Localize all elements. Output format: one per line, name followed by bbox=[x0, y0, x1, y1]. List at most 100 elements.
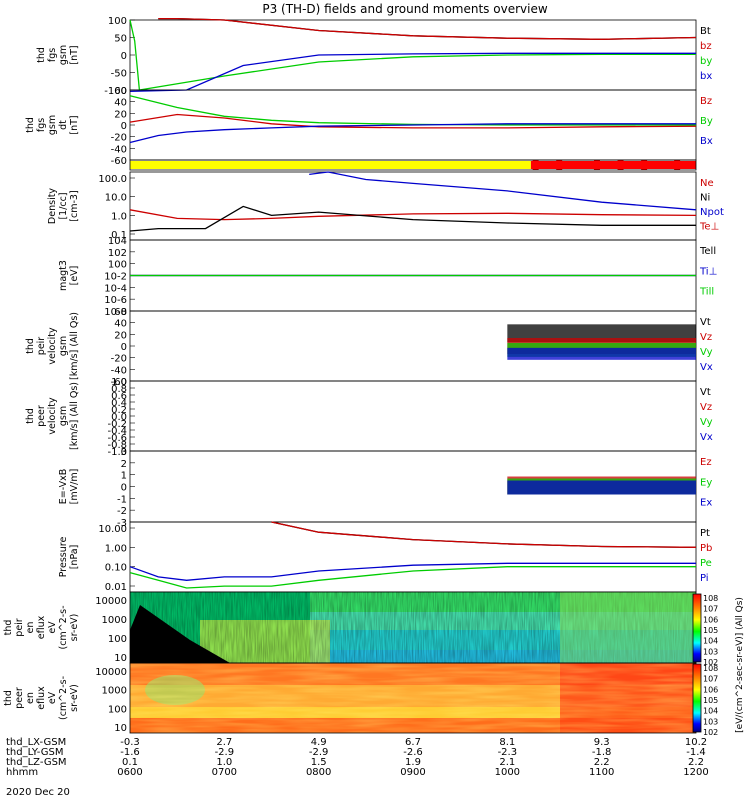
legend-Till: Till bbox=[699, 287, 714, 298]
series-by bbox=[129, 19, 696, 91]
ephemeris-value: 2.7 bbox=[216, 737, 232, 748]
y-tick-label: 1.0 bbox=[111, 377, 127, 388]
y-tick-label: 0 bbox=[121, 483, 127, 494]
ephemeris-value: 10.2 bbox=[685, 737, 707, 748]
y-axis-label: [nT] bbox=[69, 45, 80, 64]
y-axis-label: thd bbox=[3, 690, 14, 706]
y-axis-label: sr-eV) bbox=[69, 614, 80, 642]
colorbar-tick: 108 bbox=[703, 594, 718, 603]
y-axis-label: eV bbox=[47, 621, 58, 634]
y-tick-label: 100 bbox=[108, 16, 127, 27]
legend-Npot: Npot bbox=[700, 207, 724, 218]
colorbar-electron bbox=[692, 663, 702, 733]
y-axis-label: thd bbox=[36, 47, 47, 63]
y-tick-label: 104 bbox=[108, 236, 127, 247]
legend-Vx: Vx bbox=[700, 432, 713, 443]
ephemeris-value: 2.2 bbox=[594, 757, 610, 768]
y-tick-label: 0 bbox=[121, 121, 127, 132]
y-tick-label: 1.00 bbox=[105, 543, 127, 554]
panel-0: 100 50 0 -50 -100 thd fgs gsm [nT] Bt bz by bx bbox=[36, 16, 712, 97]
y-tick-label: 2 bbox=[121, 459, 127, 470]
y-axis-label: thd bbox=[25, 338, 36, 354]
y-axis-label: en bbox=[25, 622, 36, 634]
y-tick-label: 0.1 bbox=[111, 230, 127, 241]
y-tick-label: -0.6 bbox=[107, 433, 127, 444]
ephemeris-value: 1.0 bbox=[216, 757, 232, 768]
ion-energy-spectrogram bbox=[130, 592, 696, 663]
y-tick-label: -20 bbox=[111, 133, 127, 144]
legend-bz: bz bbox=[700, 41, 712, 52]
ephemeris-row-label: hhmm bbox=[6, 767, 38, 778]
ephemeris-value: -1.8 bbox=[592, 747, 612, 758]
panel-frame bbox=[129, 19, 697, 91]
panel-6: 1.00.80.60.40.20.0-0.2-0.4-0.6-0.8-1.0 th… bbox=[25, 377, 713, 458]
colorbar-tick: 104 bbox=[703, 637, 718, 646]
colorbar-tick: 107 bbox=[703, 605, 718, 614]
ephemeris-value: 0800 bbox=[306, 767, 331, 778]
status-bar-red bbox=[530, 161, 696, 169]
legend-Vy: Vy bbox=[700, 417, 713, 428]
series-Bz bbox=[129, 113, 697, 129]
series-Npot bbox=[309, 171, 697, 211]
ephemeris-value: 1.9 bbox=[405, 757, 421, 768]
panel-9: 10000 1000 100 10 thd peir en eflux eV (cm^2-s-sr… bbox=[3, 596, 135, 664]
y-axis-label: magt3 bbox=[58, 260, 69, 291]
ephemeris-table: thd_LX-GSMthd_LY-GSMthd_LZ-GSMhhmm-0.3-1… bbox=[6, 737, 709, 778]
legend-by: by bbox=[700, 56, 712, 67]
legend-Bx: Bx bbox=[700, 136, 713, 147]
y-axis-label: [mV/m] bbox=[69, 469, 80, 505]
ephemeris-value: 0900 bbox=[400, 767, 425, 778]
panel-frame bbox=[129, 380, 697, 452]
legend-Ne: Ne bbox=[700, 178, 714, 189]
ephemeris-value: 9.3 bbox=[594, 737, 610, 748]
y-axis-label: en bbox=[25, 692, 36, 704]
y-axis-label: gsm bbox=[58, 336, 69, 356]
y-tick-label: 0.0 bbox=[111, 412, 127, 423]
y-axis-label: fgs bbox=[36, 118, 47, 132]
legend-Ex: Ex bbox=[700, 498, 712, 509]
legend-Vx: Vx bbox=[700, 362, 713, 373]
series-Pb bbox=[271, 521, 697, 548]
colorbar-tick: 104 bbox=[703, 707, 718, 716]
colorbar-tick: 105 bbox=[703, 626, 718, 635]
panel-frame bbox=[129, 521, 697, 593]
y-axis-label: [1/cc] bbox=[58, 192, 69, 219]
ephemeris-row-label: thd_LX-GSM bbox=[6, 737, 66, 748]
y-tick-label: 20 bbox=[114, 109, 127, 120]
y-axis-label: fgs bbox=[47, 48, 58, 62]
y-tick-label: 10-8 bbox=[104, 307, 127, 318]
y-axis-label: dt bbox=[58, 120, 69, 130]
series-bx bbox=[129, 52, 696, 93]
y-tick-label: 102 bbox=[108, 248, 127, 259]
y-axis-label: peer bbox=[14, 687, 25, 709]
y-tick-label: 0.2 bbox=[111, 405, 127, 416]
legend-Vz: Vz bbox=[700, 402, 712, 413]
status-marker bbox=[674, 160, 681, 170]
colorbar-tick: 102 bbox=[703, 728, 718, 737]
y-tick-label: 3 bbox=[121, 447, 127, 458]
y-axis-label: peir bbox=[14, 618, 25, 637]
legend-Te⊥: Te⊥ bbox=[699, 222, 719, 233]
colorbar-tick: 102 bbox=[703, 658, 718, 667]
y-tick-label: 100 bbox=[108, 260, 127, 271]
y-tick-label: 10000 bbox=[95, 667, 127, 678]
y-tick-label: 10 bbox=[114, 723, 127, 734]
y-axis-label: thd bbox=[3, 620, 14, 636]
y-tick-label: 10-2 bbox=[104, 272, 127, 283]
ephemeris-value: 1000 bbox=[495, 767, 520, 778]
y-axis-label: gsm bbox=[47, 115, 58, 135]
legend-Vt: Vt bbox=[700, 387, 711, 398]
ephemeris-row-label: thd_LY-GSM bbox=[6, 747, 63, 758]
y-tick-label: 50 bbox=[114, 34, 127, 45]
y-tick-label: 60 bbox=[114, 307, 127, 318]
colorbar-label: [eV/(cm^2-sec-sr-eV)] (All Qs) bbox=[735, 597, 745, 733]
status-bar-yellow bbox=[130, 161, 531, 169]
y-tick-label: 10 bbox=[114, 653, 127, 664]
ephemeris-value: 6.7 bbox=[405, 737, 421, 748]
y-axis-label: velocity bbox=[47, 397, 58, 435]
series-Vx bbox=[507, 347, 696, 360]
y-axis-label: Pressure bbox=[58, 537, 69, 578]
ephemeris-value: 1.5 bbox=[311, 757, 327, 768]
legend-Ti⊥: Ti⊥ bbox=[699, 266, 717, 277]
